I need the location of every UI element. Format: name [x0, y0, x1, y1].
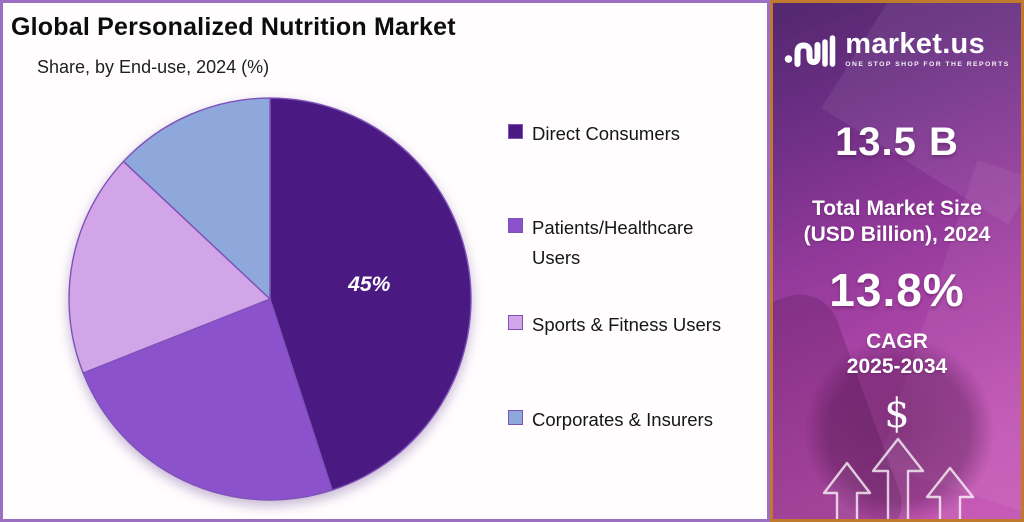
- legend-item-corporates-insurers: Corporates & Insurers: [508, 405, 713, 435]
- chart-title: Global Personalized Nutrition Market: [11, 13, 456, 41]
- legend-label: Corporates & Insurers: [532, 409, 713, 430]
- market-us-logo-icon: [785, 35, 836, 67]
- legend-label: Patients/Healthcare Users: [532, 217, 694, 268]
- legend-swatch-icon: [508, 315, 523, 330]
- pie-slice-2: [68, 160, 272, 374]
- growth-arrow-left-icon: [822, 461, 872, 519]
- growth-arrow-middle-icon: [871, 437, 925, 519]
- cagr-label-line2: 2025-2034: [846, 355, 948, 378]
- growth-arrows-icon: [822, 437, 975, 519]
- pie-slice-data-label: 45%: [347, 273, 390, 296]
- chart-panel: Global Personalized Nutrition Market Sha…: [0, 0, 770, 522]
- cagr-value: 13.8%: [829, 264, 965, 316]
- brand-name: market.us: [845, 28, 985, 60]
- legend-swatch-icon: [508, 410, 523, 425]
- brand-tagline: ONE STOP SHOP FOR THE REPORTS: [845, 61, 1010, 68]
- pie-chart-container: 45%: [63, 92, 477, 506]
- legend-label: Sports & Fitness Users: [532, 314, 722, 335]
- legend-swatch-icon: [508, 124, 523, 139]
- pie-chart: 45%: [68, 97, 472, 501]
- pie-slice-1: [82, 298, 333, 501]
- cagr-label: CAGR 2025-2034: [773, 329, 1021, 379]
- pie-slice-0: [269, 97, 472, 492]
- chart-subtitle: Share, by End-use, 2024 (%): [37, 57, 270, 77]
- legend-item-sports-fitness-users: Sports & Fitness Users: [508, 310, 721, 340]
- legend-label: Direct Consumers: [532, 123, 681, 144]
- growth-arrow-right-icon: [925, 466, 975, 519]
- legend-item-direct-consumers: Direct Consumers: [508, 119, 680, 149]
- total-market-size-label: Total Market Size (USD Billion), 2024: [773, 196, 1021, 248]
- brand-text-block: market.us ONE STOP SHOP FOR THE REPORTS: [845, 28, 1010, 69]
- pie-slice-3: [122, 97, 271, 301]
- legend-item-patients-healthcare-users: Patients/Healthcare Users: [508, 213, 728, 273]
- total-market-size-label-line1: Total Market Size: [812, 197, 982, 220]
- legend-swatch-icon: [508, 218, 523, 233]
- total-market-size-value: 13.5 B: [835, 120, 959, 164]
- dollar-icon: $: [884, 391, 910, 437]
- brand-logo: market.us ONE STOP SHOP FOR THE REPORTS: [773, 25, 1021, 73]
- brand-sidebar: market.us ONE STOP SHOP FOR THE REPORTS …: [770, 0, 1024, 522]
- total-market-size-label-line2: (USD Billion), 2024: [803, 223, 991, 246]
- cagr-label-line1: CAGR: [866, 330, 928, 353]
